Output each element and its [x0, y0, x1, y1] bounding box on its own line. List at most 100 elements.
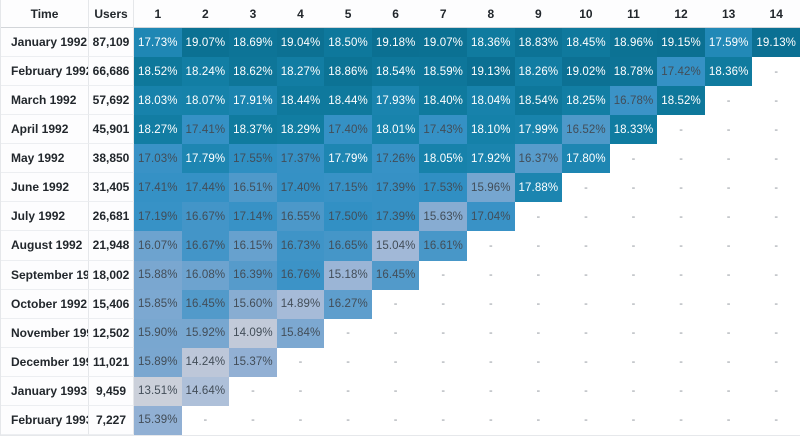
heatmap-cell[interactable]: 17.03% — [134, 144, 182, 174]
heatmap-cell[interactable]: 16.15% — [229, 231, 277, 261]
heatmap-cell[interactable]: 17.39% — [371, 173, 420, 203]
heatmap-cell[interactable]: 15.88% — [134, 260, 182, 290]
heatmap-cell[interactable]: 16.45% — [371, 260, 420, 290]
heatmap-cell[interactable]: 17.26% — [371, 144, 420, 174]
heatmap-cell[interactable]: 18.05% — [419, 144, 467, 174]
heatmap-cell[interactable]: 19.07% — [181, 28, 230, 58]
heatmap-cell[interactable]: 18.54% — [514, 86, 563, 116]
heatmap-cell[interactable]: 15.60% — [229, 289, 277, 319]
heatmap-cell[interactable]: 18.44% — [324, 86, 372, 116]
heatmap-cell[interactable]: 19.07% — [419, 28, 467, 58]
heatmap-cell[interactable]: 16.76% — [276, 260, 325, 290]
heatmap-cell[interactable]: 16.67% — [181, 231, 230, 261]
heatmap-cell[interactable]: 17.40% — [324, 115, 372, 145]
heatmap-cell[interactable]: 16.73% — [276, 231, 325, 261]
heatmap-cell[interactable]: 16.27% — [324, 289, 372, 319]
heatmap-cell[interactable]: 15.63% — [419, 202, 467, 232]
heatmap-cell[interactable]: 18.27% — [276, 57, 325, 87]
heatmap-cell[interactable]: 17.88% — [514, 173, 563, 203]
heatmap-cell[interactable]: 18.33% — [609, 115, 658, 145]
heatmap-cell[interactable]: 17.43% — [419, 115, 467, 145]
heatmap-cell[interactable]: 19.02% — [562, 57, 610, 87]
heatmap-cell[interactable]: 17.55% — [229, 144, 277, 174]
heatmap-cell[interactable]: 17.73% — [134, 28, 182, 58]
heatmap-cell[interactable]: 16.52% — [562, 115, 610, 145]
heatmap-cell[interactable]: 16.37% — [514, 144, 563, 174]
heatmap-cell[interactable]: 18.01% — [371, 115, 420, 145]
heatmap-cell[interactable]: 16.67% — [181, 202, 230, 232]
heatmap-cell[interactable]: 17.79% — [324, 144, 372, 174]
heatmap-cell[interactable]: 16.08% — [181, 260, 230, 290]
heatmap-cell[interactable]: 16.78% — [609, 86, 658, 116]
heatmap-cell[interactable]: 18.44% — [276, 86, 325, 116]
heatmap-cell[interactable]: 18.04% — [467, 86, 515, 116]
heatmap-cell[interactable]: 19.13% — [752, 28, 800, 58]
heatmap-cell[interactable]: 17.41% — [134, 173, 182, 203]
heatmap-cell[interactable]: 17.42% — [657, 57, 705, 87]
heatmap-cell[interactable]: 17.50% — [324, 202, 372, 232]
heatmap-cell[interactable]: 16.39% — [229, 260, 277, 290]
heatmap-cell[interactable]: 19.15% — [657, 28, 705, 58]
heatmap-cell[interactable]: 17.39% — [371, 202, 420, 232]
heatmap-cell[interactable]: 18.62% — [229, 57, 277, 87]
heatmap-cell[interactable]: 17.59% — [704, 28, 753, 58]
heatmap-cell[interactable]: 15.92% — [181, 318, 230, 348]
heatmap-cell[interactable]: 18.78% — [609, 57, 658, 87]
heatmap-cell[interactable]: 17.92% — [467, 144, 515, 174]
heatmap-cell[interactable]: 13.51% — [134, 376, 182, 406]
heatmap-cell[interactable]: 16.07% — [134, 231, 182, 261]
heatmap-cell[interactable]: 18.59% — [419, 57, 467, 87]
heatmap-cell[interactable]: 17.44% — [181, 173, 230, 203]
heatmap-cell[interactable]: 17.79% — [181, 144, 230, 174]
heatmap-cell[interactable]: 17.99% — [514, 115, 563, 145]
heatmap-cell[interactable]: 17.93% — [371, 86, 420, 116]
heatmap-cell[interactable]: 18.26% — [514, 57, 563, 87]
heatmap-cell[interactable]: 16.45% — [181, 289, 230, 319]
heatmap-cell[interactable]: 18.83% — [514, 28, 563, 58]
heatmap-cell[interactable]: 18.07% — [181, 86, 230, 116]
heatmap-cell[interactable]: 18.69% — [229, 28, 277, 58]
heatmap-cell[interactable]: 16.65% — [324, 231, 372, 261]
heatmap-cell[interactable]: 18.24% — [181, 57, 230, 87]
heatmap-cell[interactable]: 16.51% — [229, 173, 277, 203]
heatmap-cell[interactable]: 17.37% — [276, 144, 325, 174]
heatmap-cell[interactable]: 14.24% — [181, 347, 230, 377]
heatmap-cell[interactable]: 17.91% — [229, 86, 277, 116]
heatmap-cell[interactable]: 15.18% — [324, 260, 372, 290]
heatmap-cell[interactable]: 15.39% — [134, 405, 182, 435]
heatmap-cell[interactable]: 19.04% — [276, 28, 325, 58]
heatmap-cell[interactable]: 18.25% — [562, 86, 610, 116]
heatmap-cell[interactable]: 18.29% — [276, 115, 325, 145]
heatmap-cell[interactable]: 17.53% — [419, 173, 467, 203]
heatmap-cell[interactable]: 19.18% — [371, 28, 420, 58]
heatmap-cell[interactable]: 18.10% — [467, 115, 515, 145]
heatmap-cell[interactable]: 18.36% — [704, 57, 753, 87]
heatmap-cell[interactable]: 17.41% — [181, 115, 230, 145]
heatmap-cell[interactable]: 15.90% — [134, 318, 182, 348]
heatmap-cell[interactable]: 15.04% — [371, 231, 420, 261]
heatmap-cell[interactable]: 17.14% — [229, 202, 277, 232]
heatmap-cell[interactable]: 18.37% — [229, 115, 277, 145]
heatmap-cell[interactable]: 18.03% — [134, 86, 182, 116]
heatmap-cell[interactable]: 16.55% — [276, 202, 325, 232]
heatmap-cell[interactable]: 18.54% — [371, 57, 420, 87]
heatmap-cell[interactable]: 18.27% — [134, 115, 182, 145]
heatmap-cell[interactable]: 16.61% — [419, 231, 467, 261]
heatmap-cell[interactable]: 15.37% — [229, 347, 277, 377]
heatmap-cell[interactable]: 17.80% — [562, 144, 610, 174]
heatmap-cell[interactable]: 14.09% — [229, 318, 277, 348]
heatmap-cell[interactable]: 18.45% — [562, 28, 610, 58]
heatmap-cell[interactable]: 17.40% — [276, 173, 325, 203]
heatmap-cell[interactable]: 17.04% — [467, 202, 515, 232]
heatmap-cell[interactable]: 18.52% — [134, 57, 182, 87]
heatmap-cell[interactable]: 18.96% — [609, 28, 658, 58]
heatmap-cell[interactable]: 15.85% — [134, 289, 182, 319]
heatmap-cell[interactable]: 14.89% — [276, 289, 325, 319]
heatmap-cell[interactable]: 18.36% — [467, 28, 515, 58]
heatmap-cell[interactable]: 18.50% — [324, 28, 372, 58]
heatmap-cell[interactable]: 18.86% — [324, 57, 372, 87]
heatmap-cell[interactable]: 15.84% — [276, 318, 325, 348]
heatmap-cell[interactable]: 18.40% — [419, 86, 467, 116]
heatmap-cell[interactable]: 17.15% — [324, 173, 372, 203]
heatmap-cell[interactable]: 15.96% — [467, 173, 515, 203]
